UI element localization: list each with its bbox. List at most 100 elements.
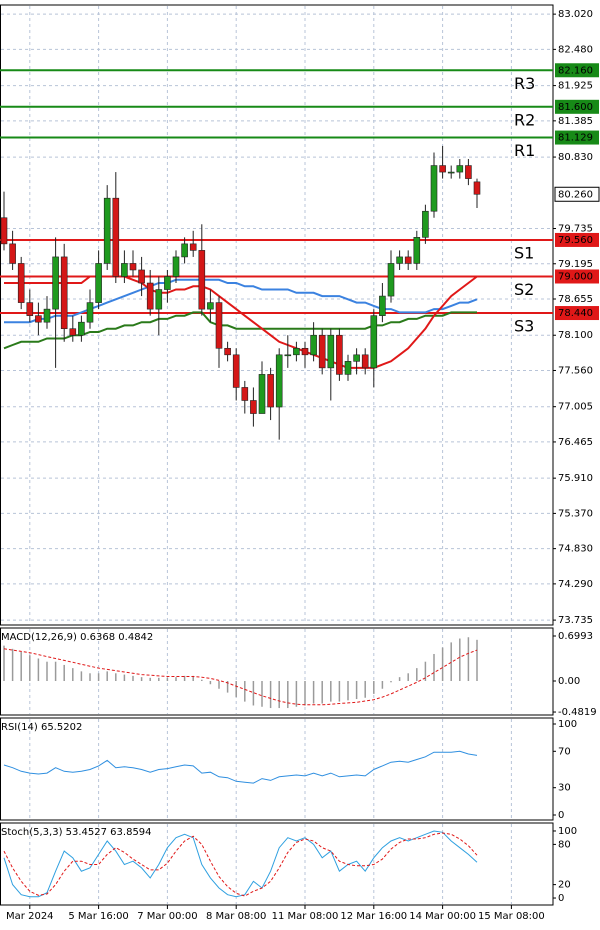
candle-body <box>301 347 309 356</box>
candle-body <box>379 295 386 316</box>
level-value-box <box>555 63 599 78</box>
level-name: R3 <box>514 74 535 93</box>
candle-body <box>9 243 16 264</box>
level-name: S1 <box>514 243 534 262</box>
y-tick-label: 75.370 <box>558 508 593 519</box>
candle-body <box>215 302 223 349</box>
y-tick-label: 81.925 <box>558 81 593 92</box>
candle-body <box>439 165 446 173</box>
indicator-line <box>3 830 478 898</box>
candle-body <box>95 263 102 303</box>
level-name: R2 <box>514 110 535 129</box>
candle-body <box>353 354 360 362</box>
y-tick-label: 30 <box>558 783 571 794</box>
candle-body <box>121 263 128 277</box>
y-tick-label: 20 <box>558 880 571 891</box>
level-value-label: 81.600 <box>558 102 593 113</box>
candle-body <box>465 165 472 179</box>
candle-body <box>284 354 292 357</box>
y-tick-label: 78.100 <box>558 330 593 341</box>
candle-body <box>275 354 283 408</box>
moving-average <box>4 278 478 324</box>
level-value-box <box>555 306 599 321</box>
candle-body <box>318 334 326 369</box>
candle-body <box>155 289 163 310</box>
x-tick-label: 7 Mar 00:00 <box>137 911 197 922</box>
x-tick-label: Mar 2024 <box>6 911 54 922</box>
last-price-box <box>554 186 600 202</box>
candle-body <box>129 263 137 271</box>
y-tick-label: 100 <box>558 719 577 730</box>
candle-body <box>26 302 34 316</box>
y-tick-label: 0.00 <box>558 676 580 687</box>
y-tick-label: 73.735 <box>558 615 593 626</box>
candle-body <box>146 282 154 310</box>
level-name: S3 <box>514 317 534 336</box>
level-value-label: 82.160 <box>558 65 593 76</box>
candle-body <box>17 263 25 303</box>
candle-body <box>138 269 145 284</box>
y-tick-label: 0 <box>558 893 564 904</box>
y-tick-label: 74.830 <box>558 544 593 555</box>
candle-body <box>430 165 438 212</box>
level-value-box <box>555 99 599 114</box>
level-name: R1 <box>514 141 535 160</box>
candle-body <box>293 347 300 356</box>
x-tick-label: 5 Mar 16:00 <box>68 911 128 922</box>
y-tick-label: -0.4819 <box>558 707 597 718</box>
candle-body <box>0 217 8 245</box>
candle-body <box>404 256 412 264</box>
candle-body <box>447 171 455 174</box>
candle-body <box>86 302 94 323</box>
candle-body <box>232 354 240 388</box>
level-value-label: 79.560 <box>558 235 593 246</box>
level-value-label: 78.440 <box>558 308 593 319</box>
candle-body <box>310 334 317 356</box>
candle-body <box>258 374 266 414</box>
level-value-label: 79.000 <box>558 271 593 282</box>
candle-body <box>241 387 249 401</box>
last-price-label: 80.260 <box>558 189 593 200</box>
candle-body <box>336 334 343 375</box>
y-tick-label: 74.290 <box>558 579 593 590</box>
candle-body <box>35 315 42 323</box>
candle-body <box>396 256 403 264</box>
candle-body <box>413 237 421 264</box>
indicator-line <box>3 750 478 784</box>
y-tick-label: 78.655 <box>558 294 593 305</box>
x-tick-label: 11 Mar 08:00 <box>272 911 339 922</box>
candle-body <box>327 334 335 369</box>
candle-body <box>207 302 214 310</box>
candle-body <box>473 181 481 195</box>
panel-title: MACD(12,26,9) 0.6368 0.4842 <box>1 632 153 643</box>
x-tick-label: 8 Mar 08:00 <box>206 911 266 922</box>
x-tick-label: 12 Mar 16:00 <box>340 911 407 922</box>
candle-body <box>78 321 85 336</box>
candle-body <box>224 347 231 356</box>
candle-body <box>422 210 429 238</box>
panel-frame <box>0 4 554 626</box>
candle-body <box>456 165 464 173</box>
candle-body <box>172 256 180 277</box>
candle-body <box>43 308 51 323</box>
candle-body <box>198 250 206 310</box>
level-value-box <box>555 269 599 284</box>
candle-body <box>370 315 378 369</box>
y-tick-label: 77.005 <box>558 402 593 413</box>
signal-line <box>3 648 478 706</box>
indicator-line <box>3 832 478 897</box>
moving-average <box>4 275 478 369</box>
y-tick-label: 79.195 <box>558 259 593 270</box>
level-value-box <box>555 130 599 145</box>
y-tick-label: 82.480 <box>558 44 593 55</box>
y-tick-label: 76.465 <box>558 437 593 448</box>
candle-body <box>189 243 197 251</box>
y-tick-label: 81.385 <box>558 116 593 127</box>
candle-body <box>112 197 120 277</box>
panel-title: Stoch(5,3,3) 53.4527 63.8594 <box>1 827 152 838</box>
candle-body <box>344 361 352 375</box>
y-tick-label: 80 <box>558 839 571 850</box>
candle-body <box>103 197 111 264</box>
